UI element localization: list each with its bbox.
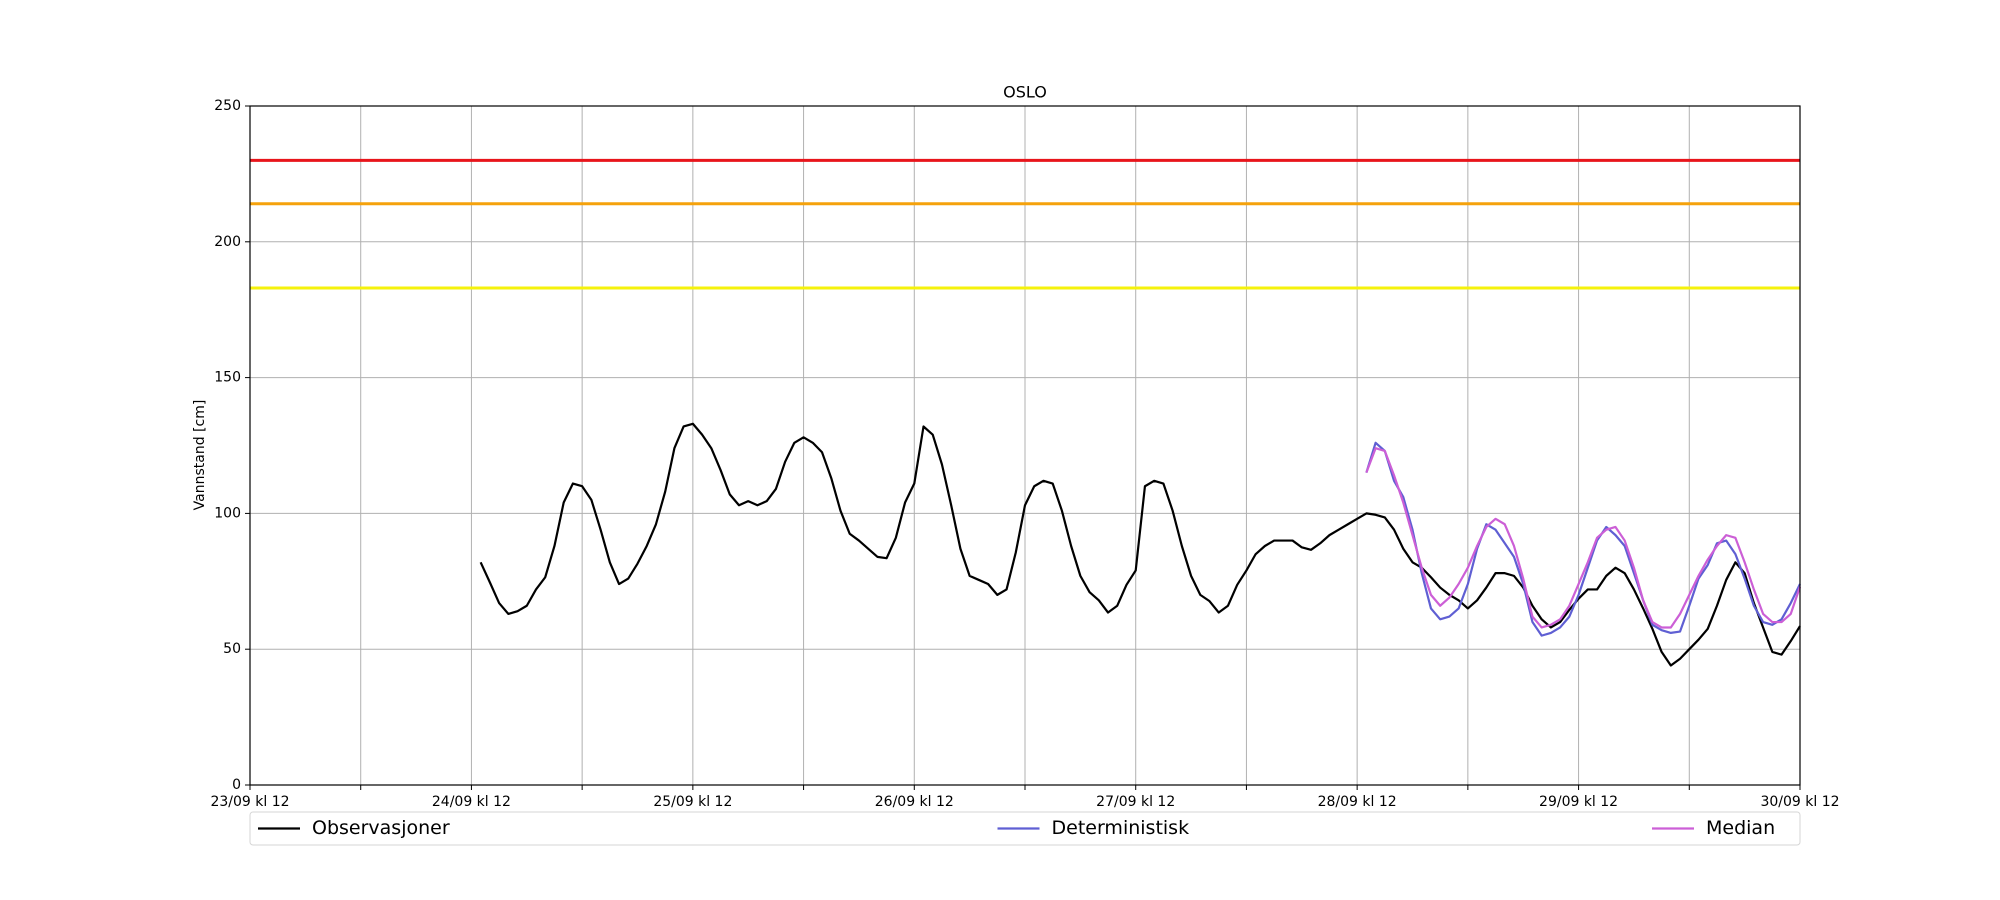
series-line — [479, 422, 1801, 667]
x-tick-label: 26/09 kl 12 — [875, 794, 954, 810]
series-line — [1365, 441, 1801, 637]
legend-label: Median — [1706, 817, 1775, 839]
x-tick-label: 27/09 kl 12 — [1096, 794, 1175, 810]
y-tick-label: 250 — [214, 98, 241, 114]
y-axis-label: Vannstand [cm] — [192, 400, 208, 511]
series-line — [1365, 447, 1802, 629]
plot-frame — [249, 105, 1801, 786]
y-tick-label: 0 — [232, 777, 241, 793]
x-tick-label: 29/09 kl 12 — [1539, 794, 1618, 810]
chart-title: OSLO — [1003, 83, 1047, 102]
legend-label: Observasjoner — [312, 817, 450, 839]
x-tick-label: 24/09 kl 12 — [432, 794, 511, 810]
x-tick-label: 28/09 kl 12 — [1318, 794, 1397, 810]
x-tick-label: 23/09 kl 12 — [210, 794, 289, 810]
x-tick-label: 25/09 kl 12 — [653, 794, 732, 810]
y-tick-label: 50 — [223, 641, 241, 657]
y-tick-label: 200 — [214, 234, 241, 250]
y-tick-label: 100 — [214, 505, 241, 521]
x-tick-label: 30/09 kl 12 — [1760, 794, 1839, 810]
legend-label: Deterministisk — [1052, 817, 1190, 839]
y-tick-label: 150 — [214, 370, 241, 386]
